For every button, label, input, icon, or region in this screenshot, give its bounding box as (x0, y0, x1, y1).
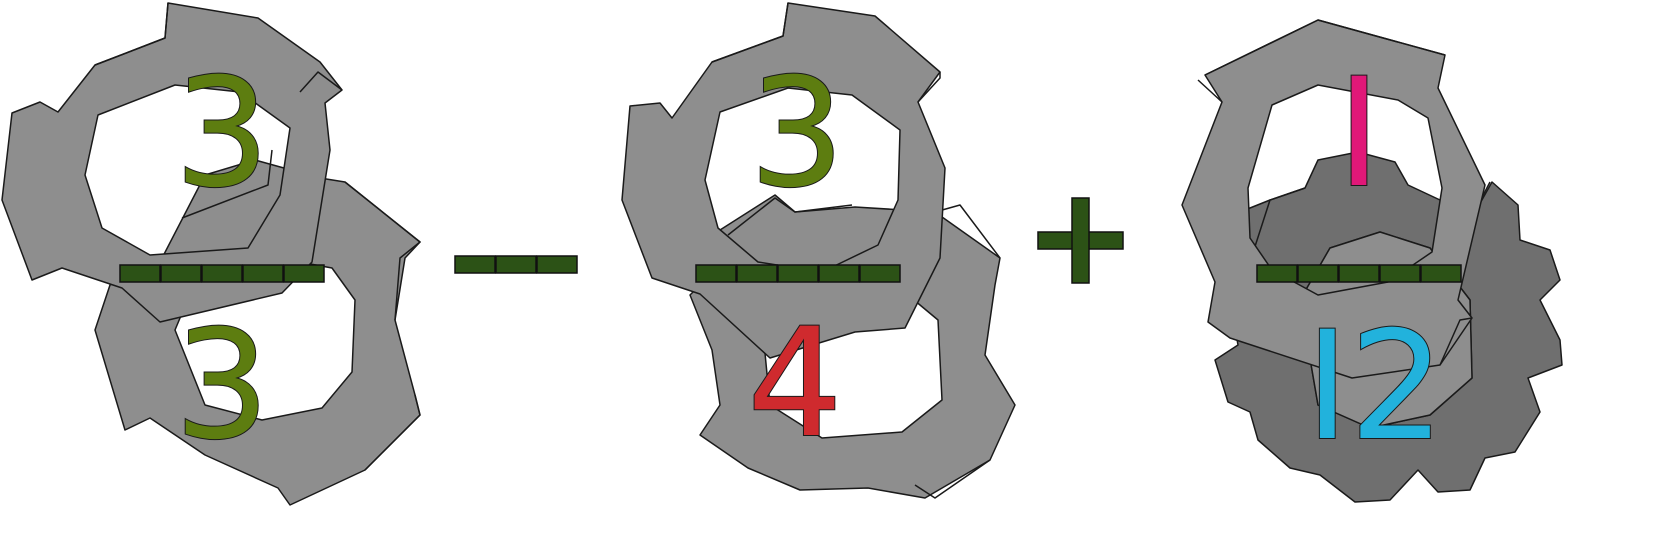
term-1-denominator: 3 (174, 299, 269, 473)
bar-segment (1256, 264, 1298, 283)
bar-segment (777, 264, 819, 283)
minus-operator (454, 255, 578, 274)
bar-segment (1297, 264, 1339, 283)
term-3-denominator: I2 (1305, 300, 1445, 474)
term-3-numerator: I (1337, 47, 1381, 221)
term-2-numerator: 3 (749, 47, 844, 221)
bar-segment (695, 264, 737, 283)
term-3-upper-gear (1181, 19, 1486, 379)
term-1: 3 3 (1, 2, 421, 506)
bar-segment (201, 264, 243, 283)
term-2-denominator: 4 (747, 297, 842, 471)
minus-segment (454, 255, 496, 274)
term-2: 3 4 (621, 2, 1016, 499)
bar-segment (160, 264, 202, 283)
term-3: I I2 (1181, 19, 1563, 503)
plus-vertical (1071, 197, 1090, 284)
bar-segment (1338, 264, 1380, 283)
bar-segment (736, 264, 778, 283)
minus-segment (495, 255, 537, 274)
term-2-fraction-bar (695, 264, 901, 283)
plus-operator (1037, 197, 1124, 284)
bar-segment (1420, 264, 1462, 283)
bar-segment (283, 264, 325, 283)
term-3-fraction-bar (1256, 264, 1462, 283)
term-2-lower-gear (689, 194, 1016, 499)
bar-segment (242, 264, 284, 283)
term-1-fraction-bar (119, 264, 325, 283)
bar-segment (1379, 264, 1421, 283)
bar-segment (818, 264, 860, 283)
bar-segment (859, 264, 901, 283)
term-1-numerator: 3 (174, 47, 269, 221)
minus-segment (536, 255, 578, 274)
term-1-upper-gear (1, 2, 343, 323)
bar-segment (119, 264, 161, 283)
